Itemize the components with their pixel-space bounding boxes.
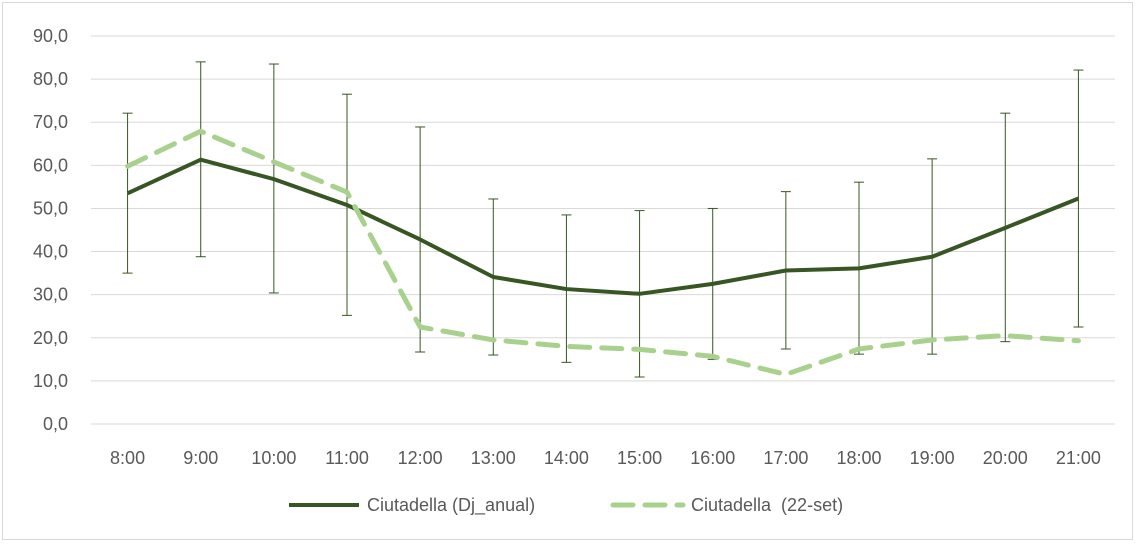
legend-label-dj-anual: Ciutadella (Dj_anual) — [367, 495, 535, 516]
x-tick-label: 19:00 — [910, 448, 955, 468]
y-tick-label: 70,0 — [33, 112, 68, 132]
x-tick-label: 9:00 — [183, 448, 218, 468]
x-tick-label: 13:00 — [471, 448, 516, 468]
y-tick-label: 30,0 — [33, 285, 68, 305]
y-tick-label: 40,0 — [33, 242, 68, 262]
y-axis: 0,0 10,0 20,0 30,0 40,0 50,0 60,0 70,0 80,0 90,0 — [33, 26, 68, 434]
y-tick-label: 20,0 — [33, 328, 68, 348]
x-tick-label: 11:00 — [325, 448, 369, 468]
error-bars — [122, 61, 1084, 378]
legend: Ciutadella (Dj_anual) Ciutadella (22-set… — [289, 495, 843, 516]
line-chart: 0,010,020,030,040,050,060,070,080,090,0 … — [33, 26, 1115, 516]
x-tick-label: 18:00 — [836, 448, 881, 468]
x-tick-label: 12:00 — [398, 448, 443, 468]
x-tick-label: 10:00 — [251, 448, 296, 468]
gridlines — [91, 35, 1115, 425]
legend-label-22-set: Ciutadella (22-set) — [691, 495, 843, 515]
y-tick-label: 10,0 — [33, 371, 68, 391]
y-tick-label: 60,0 — [33, 155, 68, 175]
series-line-22-set — [125, 128, 1081, 377]
series-lines — [125, 128, 1081, 377]
x-tick-label: 15:00 — [617, 448, 662, 468]
x-tick-label: 16:00 — [690, 448, 735, 468]
y-tick-label: 50,0 — [33, 198, 68, 218]
x-axis: 8:00 9:00 10:00 11:00 12:00 13:00 14:00 15:00 16… — [110, 448, 1101, 468]
x-tick-label: 8:00 — [110, 448, 145, 468]
x-tick-label: 21:00 — [1056, 448, 1101, 468]
x-tick-label: 20:00 — [983, 448, 1028, 468]
y-tick-label: 0,0 — [43, 414, 68, 434]
x-tick-label: 17:00 — [763, 448, 808, 468]
y-tick-label: 80,0 — [33, 69, 68, 89]
series-line-dj-anual — [126, 157, 1080, 296]
y-tick-label: 90,0 — [33, 26, 68, 46]
x-tick-label: 14:00 — [544, 448, 589, 468]
